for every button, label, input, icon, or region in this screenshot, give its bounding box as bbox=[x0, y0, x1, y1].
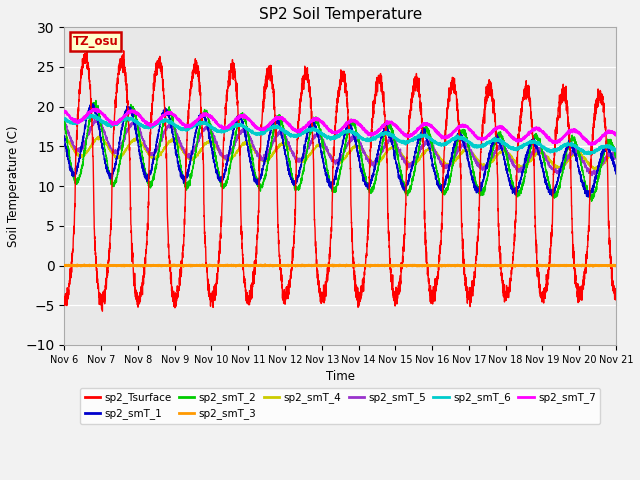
X-axis label: Time: Time bbox=[326, 370, 355, 383]
sp2_smT_6 bbox=[464, 139, 472, 145]
sp2_smT_7 bbox=[495, 125, 503, 131]
sp2_smT_7 bbox=[92, 106, 99, 111]
sp2_smT_1 bbox=[464, 157, 472, 163]
sp2_smT_2 bbox=[611, 153, 619, 158]
Line: sp2_Tsurface: sp2_Tsurface bbox=[65, 51, 616, 311]
sp2_smT_5 bbox=[320, 140, 328, 145]
sp2_Tsurface bbox=[433, 277, 441, 283]
sp2_smT_1 bbox=[433, 180, 441, 185]
sp2_smT_7 bbox=[611, 131, 619, 137]
sp2_smT_5 bbox=[464, 143, 472, 149]
Line: sp2_smT_4: sp2_smT_4 bbox=[65, 136, 616, 170]
sp2_Tsurface bbox=[61, 299, 68, 304]
sp2_smT_7 bbox=[160, 113, 168, 119]
sp2_smT_1 bbox=[495, 135, 503, 141]
sp2_smT_1 bbox=[611, 168, 619, 174]
sp2_smT_3 bbox=[612, 263, 620, 269]
sp2_smT_7 bbox=[588, 142, 595, 148]
sp2_smT_6 bbox=[612, 148, 620, 154]
sp2_smT_7 bbox=[61, 108, 68, 114]
sp2_smT_2 bbox=[61, 119, 68, 124]
sp2_Tsurface bbox=[120, 48, 127, 54]
sp2_Tsurface bbox=[464, 294, 472, 300]
sp2_smT_3 bbox=[261, 262, 269, 267]
sp2_smT_4 bbox=[612, 152, 620, 158]
sp2_smT_2 bbox=[464, 141, 472, 147]
sp2_smT_2 bbox=[433, 171, 441, 177]
Line: sp2_smT_1: sp2_smT_1 bbox=[65, 102, 616, 197]
sp2_smT_1 bbox=[612, 171, 620, 177]
sp2_smT_3 bbox=[611, 262, 619, 268]
sp2_smT_6 bbox=[61, 117, 68, 122]
sp2_smT_3 bbox=[495, 263, 503, 269]
sp2_smT_5 bbox=[61, 120, 68, 125]
Line: sp2_smT_2: sp2_smT_2 bbox=[65, 100, 616, 201]
sp2_smT_4 bbox=[495, 150, 503, 156]
Line: sp2_smT_7: sp2_smT_7 bbox=[65, 108, 616, 145]
sp2_smT_4 bbox=[464, 148, 472, 154]
sp2_Tsurface bbox=[611, 297, 619, 302]
sp2_smT_4 bbox=[61, 134, 68, 140]
sp2_smT_7 bbox=[612, 131, 620, 137]
sp2_smT_7 bbox=[433, 130, 441, 135]
Title: SP2 Soil Temperature: SP2 Soil Temperature bbox=[259, 7, 422, 22]
sp2_smT_4 bbox=[320, 144, 328, 149]
sp2_smT_1 bbox=[88, 99, 95, 105]
sp2_smT_3 bbox=[433, 263, 441, 268]
sp2_smT_7 bbox=[464, 123, 472, 129]
sp2_smT_2 bbox=[92, 97, 100, 103]
sp2_smT_2 bbox=[612, 154, 620, 160]
sp2_smT_1 bbox=[320, 159, 328, 165]
sp2_Tsurface bbox=[320, 297, 328, 303]
sp2_smT_7 bbox=[320, 121, 328, 127]
sp2_smT_5 bbox=[495, 145, 503, 151]
sp2_smT_5 bbox=[611, 154, 619, 160]
sp2_smT_3 bbox=[320, 263, 328, 269]
sp2_Tsurface bbox=[99, 308, 106, 314]
sp2_smT_3 bbox=[366, 264, 374, 269]
sp2_smT_6 bbox=[586, 151, 593, 157]
sp2_smT_4 bbox=[95, 133, 102, 139]
sp2_smT_2 bbox=[320, 144, 328, 150]
sp2_smT_3 bbox=[160, 263, 168, 268]
Text: TZ_osu: TZ_osu bbox=[73, 35, 118, 48]
sp2_smT_6 bbox=[495, 137, 503, 143]
sp2_Tsurface bbox=[612, 295, 620, 300]
sp2_smT_5 bbox=[93, 116, 101, 121]
sp2_smT_2 bbox=[588, 198, 595, 204]
sp2_smT_2 bbox=[495, 131, 503, 136]
sp2_smT_5 bbox=[433, 153, 441, 159]
sp2_smT_6 bbox=[611, 147, 619, 153]
Line: sp2_smT_3: sp2_smT_3 bbox=[65, 264, 616, 266]
sp2_smT_6 bbox=[160, 118, 168, 123]
sp2_smT_4 bbox=[611, 151, 619, 157]
sp2_smT_3 bbox=[61, 263, 68, 268]
sp2_smT_6 bbox=[320, 132, 328, 137]
sp2_smT_2 bbox=[160, 117, 168, 123]
Legend: sp2_Tsurface, sp2_smT_1, sp2_smT_2, sp2_smT_3, sp2_smT_4, sp2_smT_5, sp2_smT_6, : sp2_Tsurface, sp2_smT_1, sp2_smT_2, sp2_… bbox=[81, 388, 600, 424]
sp2_smT_4 bbox=[160, 147, 168, 153]
sp2_smT_3 bbox=[464, 263, 472, 268]
sp2_smT_5 bbox=[588, 173, 596, 179]
sp2_smT_6 bbox=[86, 112, 93, 118]
sp2_smT_6 bbox=[433, 141, 441, 147]
sp2_smT_4 bbox=[594, 168, 602, 173]
Y-axis label: Soil Temperature (C): Soil Temperature (C) bbox=[7, 125, 20, 247]
sp2_smT_4 bbox=[433, 152, 441, 158]
Line: sp2_smT_5: sp2_smT_5 bbox=[65, 119, 616, 176]
sp2_smT_5 bbox=[612, 153, 620, 159]
sp2_smT_5 bbox=[160, 129, 168, 134]
sp2_smT_1 bbox=[160, 109, 168, 115]
sp2_Tsurface bbox=[495, 243, 503, 249]
sp2_smT_1 bbox=[61, 133, 68, 139]
sp2_Tsurface bbox=[160, 96, 168, 101]
Line: sp2_smT_6: sp2_smT_6 bbox=[65, 115, 616, 154]
sp2_smT_1 bbox=[584, 194, 592, 200]
